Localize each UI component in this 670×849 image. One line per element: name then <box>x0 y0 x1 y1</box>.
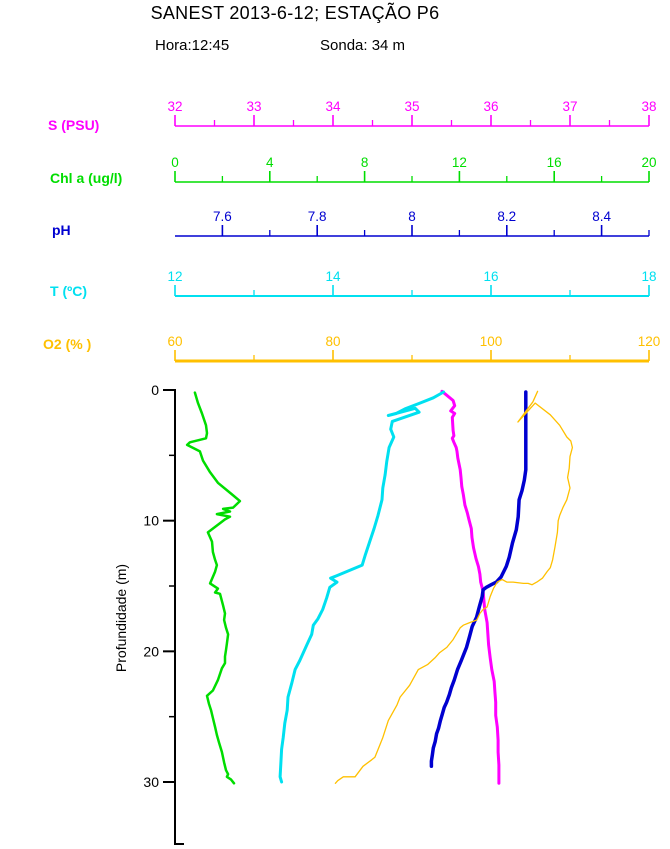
tick-label: 38 <box>641 99 656 114</box>
temperature-axis-title: T (ºC) <box>50 283 87 299</box>
axis-t: 12 14 16 18 <box>167 269 657 297</box>
axis-s: 32 33 34 35 36 37 38 <box>167 99 657 127</box>
tick-label: 34 <box>325 99 341 114</box>
tick-label: 12 <box>452 155 467 170</box>
depth-tick-label: 10 <box>143 513 159 529</box>
tick-label: 8.4 <box>592 209 611 224</box>
depth-tick-label: 20 <box>143 643 159 659</box>
depth-tick-label: 0 <box>151 382 159 398</box>
ph-axis-title: pH <box>52 222 71 238</box>
tick-label: 8 <box>408 209 416 224</box>
tick-label: 16 <box>483 269 498 284</box>
chlorophyll-profile-line <box>185 391 242 785</box>
tick-label: 4 <box>266 155 274 170</box>
tick-label: 7.6 <box>213 209 232 224</box>
axis-chl: 0 4 8 12 16 20 <box>171 155 657 183</box>
tick-label: 33 <box>246 99 261 114</box>
tick-label: 120 <box>638 334 661 349</box>
tick-label: 7.8 <box>308 209 327 224</box>
tick-label: 14 <box>325 269 341 284</box>
tick-label: 60 <box>167 334 182 349</box>
profile-curves <box>185 389 574 785</box>
temperature-profile-line <box>278 390 446 784</box>
depth-tick-label: 30 <box>143 774 159 790</box>
tick-label: 8.2 <box>497 209 516 224</box>
tick-label: 100 <box>480 334 503 349</box>
oxygen-axis-title: O2 (% ) <box>43 336 92 352</box>
axis-ph: 7.6 7.8 8 8.2 8.4 <box>175 209 650 237</box>
time-label: Hora:12:45 <box>155 37 230 54</box>
axis-o2: 60 80 100 120 <box>167 334 661 363</box>
tick-label: 18 <box>641 269 656 284</box>
page-title: SANEST 2013-6-12; ESTAÇÃO P6 <box>150 3 440 23</box>
tick-label: 32 <box>167 99 182 114</box>
sonde-depth-label: Sonda: 34 m <box>320 37 406 54</box>
ph-profile-line <box>429 390 528 769</box>
tick-label: 12 <box>167 269 182 284</box>
tick-label: 80 <box>325 334 340 349</box>
chlorophyll-axis-title: Chl a (ug/l) <box>50 170 123 186</box>
tick-label: 8 <box>361 155 369 170</box>
tick-label: 16 <box>547 155 562 170</box>
salinity-profile-line <box>440 389 501 785</box>
tick-label: 36 <box>483 99 498 114</box>
tick-label: 20 <box>641 155 656 170</box>
tick-label: 0 <box>171 155 179 170</box>
value-axes: 32 33 34 35 36 37 38 0 4 8 12 16 20 7.6 7.8 8 8.2 8.4 12 14… <box>167 99 661 363</box>
tick-label: 37 <box>562 99 577 114</box>
tick-label: 35 <box>404 99 419 114</box>
salinity-axis-title: S (PSU) <box>48 117 100 133</box>
oxygen-profile-line <box>334 390 574 784</box>
depth-axis: 0 10 20 30 <box>143 382 184 845</box>
